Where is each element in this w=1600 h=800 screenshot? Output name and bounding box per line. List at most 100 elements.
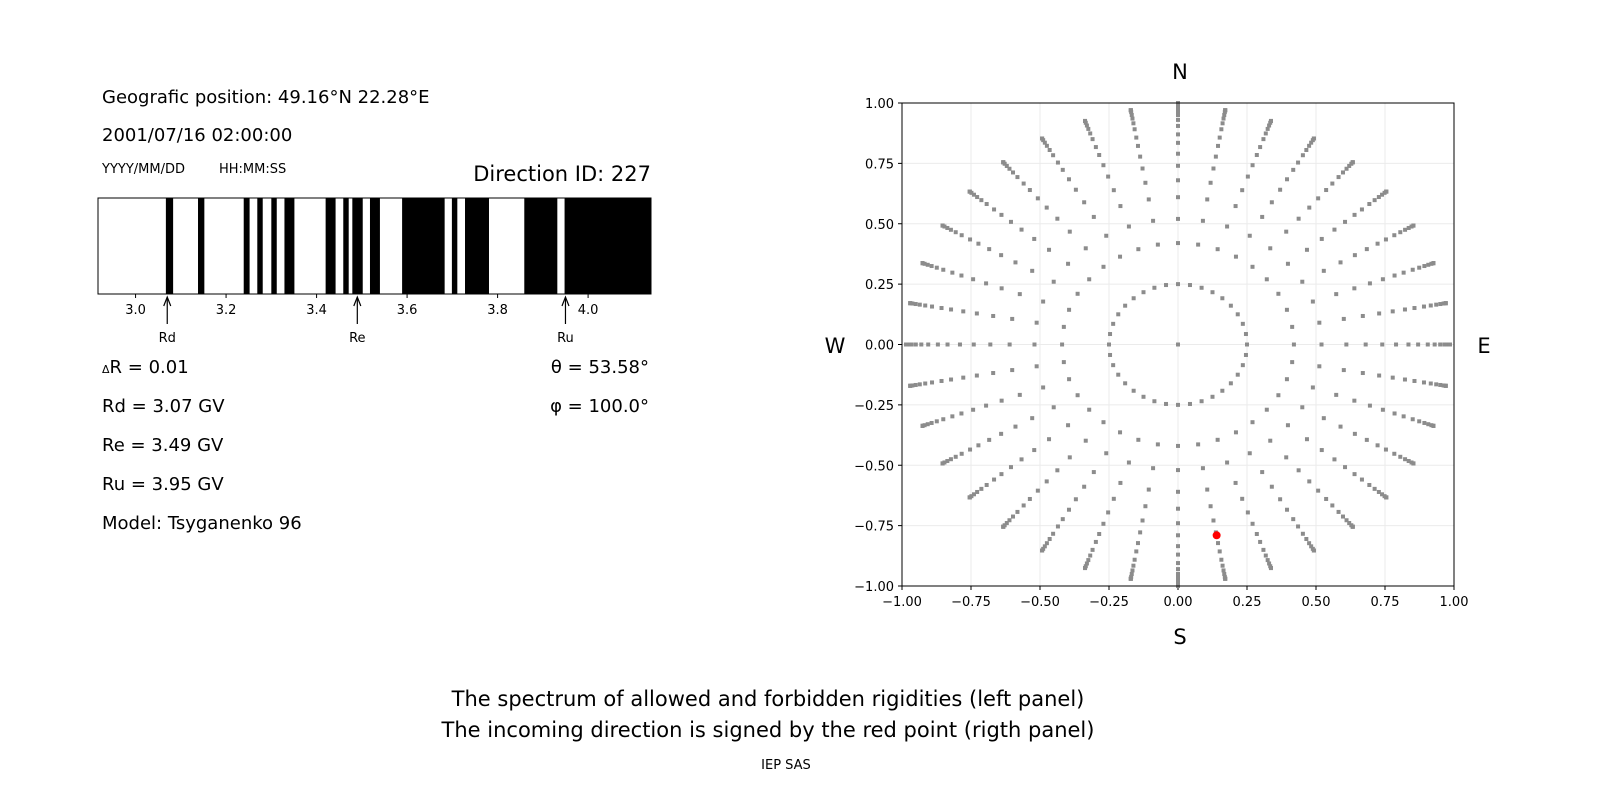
- direction-point: [1240, 496, 1245, 501]
- direction-point: [1176, 163, 1180, 168]
- direction-point: [1235, 312, 1240, 317]
- direction-point: [1088, 131, 1093, 136]
- direction-point: [941, 267, 946, 272]
- direction-point: [1392, 411, 1397, 416]
- direction-point: [1216, 541, 1221, 546]
- direction-point: [1441, 301, 1446, 306]
- direction-point: [1392, 233, 1397, 238]
- direction-point: [1210, 290, 1215, 295]
- direction-point: [941, 417, 946, 422]
- direction-point: [1268, 438, 1273, 443]
- direction-point: [979, 198, 984, 203]
- direction-point: [1233, 254, 1238, 259]
- direction-point: [1410, 417, 1415, 422]
- direction-point: [906, 342, 911, 347]
- direction-point: [1130, 568, 1135, 573]
- direction-point: [1267, 123, 1272, 128]
- direction-point: [1047, 437, 1052, 442]
- direction-point: [1075, 393, 1080, 398]
- direction-point: [1336, 175, 1341, 180]
- direction-point: [1411, 461, 1416, 466]
- direction-point: [1233, 204, 1238, 209]
- direction-point: [968, 447, 973, 452]
- direction-point: [1083, 566, 1088, 571]
- direction-point: [1367, 202, 1372, 207]
- x-tick-label: −0.25: [1089, 595, 1129, 610]
- delta-symbol: Δ: [102, 363, 110, 376]
- x-tick-label: −0.50: [1020, 595, 1060, 610]
- caption-line-2: The incoming direction is signed by the …: [441, 718, 1095, 742]
- direction-point: [945, 459, 950, 464]
- direction-point: [1215, 437, 1220, 442]
- direction-point: [1123, 303, 1128, 308]
- x-tick-label: 0.00: [1164, 595, 1193, 610]
- direction-point: [1233, 480, 1238, 485]
- direction-point: [1132, 127, 1137, 132]
- direction-point: [1176, 552, 1180, 557]
- direction-point: [917, 382, 922, 387]
- direction-point: [1091, 470, 1096, 475]
- direction-point: [1304, 147, 1309, 152]
- direction-point: [1285, 261, 1290, 266]
- direction-point: [930, 304, 935, 309]
- direction-point: [1219, 127, 1224, 132]
- direction-point: [1027, 188, 1032, 193]
- direction-point: [1088, 553, 1093, 558]
- direction-point: [1243, 352, 1248, 357]
- direction-point: [1055, 524, 1060, 529]
- direction-point: [1111, 496, 1116, 501]
- incoming-direction-point: [1212, 531, 1221, 540]
- direction-point: [1216, 143, 1221, 148]
- direction-point: [1403, 457, 1408, 462]
- direction-point: [919, 342, 924, 347]
- direction-point: [1265, 558, 1270, 563]
- direction-point: [949, 307, 954, 312]
- direction-point: [940, 461, 945, 466]
- direction-point: [1285, 177, 1290, 182]
- direction-point: [1004, 521, 1009, 526]
- direction-point: [1107, 342, 1111, 347]
- direction-point: [984, 281, 989, 286]
- direction-point: [1176, 178, 1180, 183]
- direction-point: [1205, 487, 1210, 492]
- direction-point: [1384, 495, 1389, 500]
- direction-point: [1152, 285, 1157, 290]
- y-tick-label: 0.25: [865, 278, 894, 293]
- direction-point: [1176, 117, 1180, 122]
- direction-point: [1176, 109, 1180, 114]
- direction-point: [923, 381, 928, 386]
- direction-point: [1319, 342, 1324, 347]
- direction-point: [1247, 233, 1252, 238]
- direction-point: [1067, 377, 1072, 382]
- direction-point: [1406, 459, 1411, 464]
- direction-point: [1111, 321, 1116, 326]
- forbidden-band: [402, 198, 445, 294]
- direction-point: [1015, 175, 1020, 180]
- forbidden-band: [564, 198, 651, 294]
- direction-point: [1004, 163, 1009, 168]
- direction-point: [1090, 137, 1095, 142]
- direction-point: [1086, 558, 1091, 563]
- direction-point: [1176, 575, 1180, 580]
- direction-point: [1015, 509, 1020, 514]
- direction-point: [925, 422, 930, 427]
- direction-point: [1384, 189, 1389, 194]
- rd-value: Rd = 3.07 GV: [102, 396, 225, 417]
- direction-point: [984, 202, 989, 207]
- direction-point: [974, 373, 979, 378]
- direction-point: [948, 457, 953, 462]
- direction-point: [913, 382, 918, 387]
- direction-point: [1343, 465, 1348, 470]
- direction-point: [984, 482, 989, 487]
- direction-point: [948, 227, 953, 232]
- direction-point: [1264, 407, 1269, 412]
- direction-point: [1090, 547, 1095, 552]
- direction-point: [1394, 342, 1399, 347]
- direction-point: [1055, 160, 1060, 165]
- direction-point: [1013, 424, 1018, 429]
- direction-point: [1307, 143, 1312, 148]
- direction-point: [1032, 342, 1037, 347]
- direction-point: [1375, 443, 1380, 448]
- direction-point: [1176, 571, 1180, 576]
- direction-point: [1217, 135, 1222, 140]
